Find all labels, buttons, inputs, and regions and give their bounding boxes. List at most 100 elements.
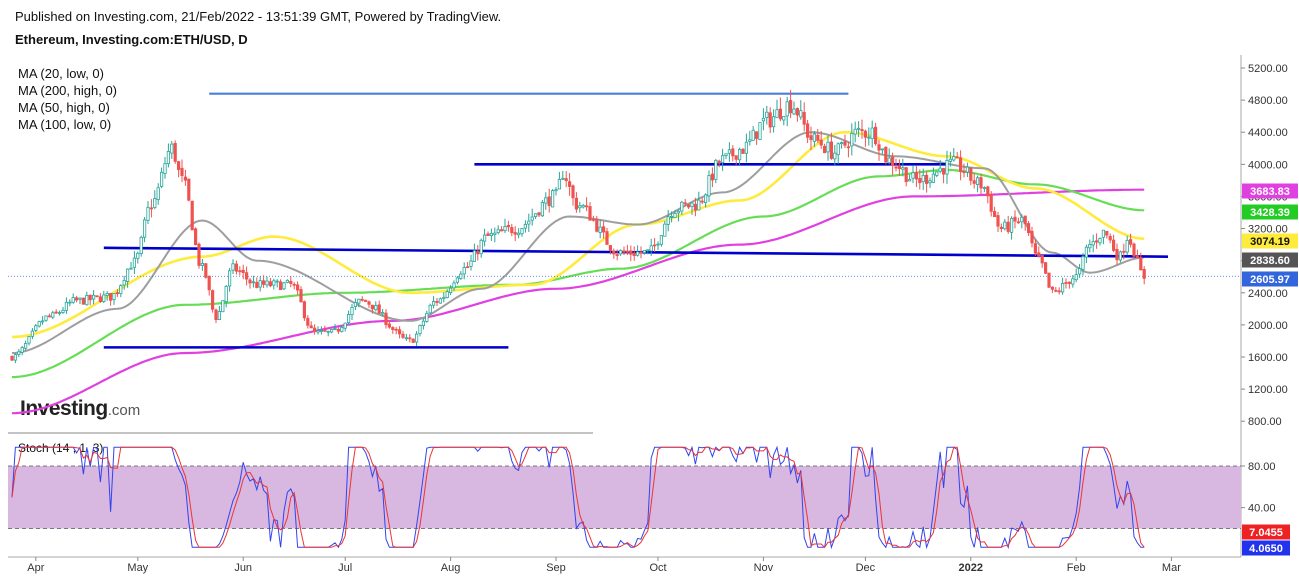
candle[interactable] [799,100,803,120]
stoch-legend-item[interactable]: Stoch (14 , 1, 3) [18,441,104,455]
candle[interactable] [176,160,181,178]
candle[interactable] [146,201,150,225]
candle[interactable] [452,280,456,291]
candle[interactable] [248,277,252,289]
candle[interactable] [1044,262,1048,275]
candle[interactable] [272,278,276,290]
candle[interactable] [993,206,997,218]
candle[interactable] [1101,229,1105,245]
candle[interactable] [1132,242,1136,259]
candle[interactable] [27,336,31,346]
candle[interactable] [431,296,436,309]
candle[interactable] [860,119,864,139]
candle[interactable] [547,188,551,213]
candle[interactable] [1013,210,1017,229]
candle[interactable] [71,293,75,304]
candle[interactable] [265,276,269,288]
candle[interactable] [850,123,854,156]
candle[interactable] [1112,234,1116,253]
candle[interactable] [602,221,606,239]
candle[interactable] [149,199,153,218]
candle[interactable] [166,143,170,168]
candle[interactable] [571,184,575,206]
candle[interactable] [819,131,823,149]
candle[interactable] [23,340,28,351]
candle[interactable] [438,297,443,304]
candle[interactable] [394,326,398,335]
ma200-line[interactable] [11,188,1145,415]
candle[interactable] [442,292,446,303]
candle[interactable] [88,294,92,306]
candle[interactable] [561,170,565,180]
candle[interactable] [955,151,959,159]
candle[interactable] [666,209,670,232]
candle[interactable] [816,128,820,144]
candle[interactable] [289,276,293,288]
candle[interactable] [901,158,905,177]
candle[interactable] [493,227,497,243]
candle[interactable] [112,293,116,305]
candle[interactable] [897,159,902,176]
candle[interactable] [612,248,616,259]
candle[interactable] [945,150,949,184]
candle[interactable] [64,297,68,314]
candle[interactable] [874,122,878,146]
candle[interactable] [360,296,364,302]
candle[interactable] [843,134,847,149]
support-resistance-lines[interactable] [8,92,1241,349]
candle[interactable] [238,266,242,276]
candle[interactable] [1084,244,1088,264]
candle[interactable] [459,271,463,280]
candle[interactable] [1061,277,1065,295]
candle[interactable] [938,159,942,174]
candle[interactable] [98,293,102,303]
candle[interactable] [37,320,41,328]
candle[interactable] [996,211,1000,233]
candle[interactable] [319,326,324,335]
candle[interactable] [768,107,772,134]
candle[interactable] [809,126,813,151]
candle[interactable] [299,286,303,303]
candle[interactable] [244,266,249,286]
candle[interactable] [323,325,327,333]
candle[interactable] [513,226,517,242]
candle[interactable] [721,148,725,171]
candle[interactable] [574,192,579,213]
candle[interactable] [962,163,966,178]
candle[interactable] [217,305,221,321]
candle[interactable] [591,215,596,222]
candle[interactable] [418,324,422,337]
candle[interactable] [615,249,619,261]
candle[interactable] [10,355,14,361]
candle[interactable] [931,167,936,183]
candle[interactable] [1027,221,1031,236]
candle[interactable] [510,223,514,237]
candle[interactable] [109,292,113,306]
candle[interactable] [846,142,851,158]
candle[interactable] [921,168,925,191]
candle[interactable] [782,115,786,126]
candle[interactable] [197,242,201,269]
candle[interactable] [751,126,755,141]
candle[interactable] [823,143,827,154]
candle[interactable] [595,215,599,233]
candle[interactable] [863,129,868,147]
candle[interactable] [904,167,908,187]
candle[interactable] [41,316,45,325]
candle[interactable] [1006,215,1010,234]
candle[interactable] [928,177,932,188]
candle[interactable] [1125,235,1129,256]
candle[interactable] [534,213,538,220]
candle[interactable] [374,301,378,312]
candle[interactable] [183,169,187,186]
candle[interactable] [952,147,956,162]
candle[interactable] [642,250,647,255]
candle[interactable] [639,246,643,259]
candle[interactable] [1047,272,1051,289]
candle[interactable] [85,291,89,306]
candle[interactable] [959,150,963,181]
horizontal-line[interactable] [103,246,1169,258]
candle[interactable] [792,101,796,116]
candle[interactable] [132,251,136,275]
candle[interactable] [119,284,123,298]
